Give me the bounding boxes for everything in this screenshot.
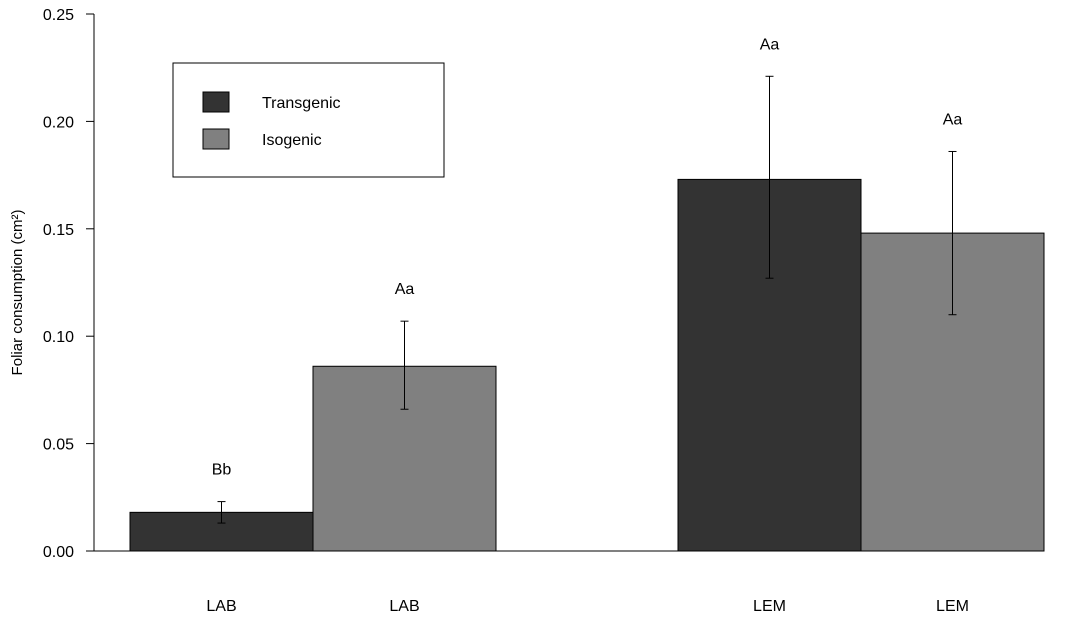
y-tick-label: 0.15 [43,222,74,239]
y-axis-title: Foliar consumption (cm²) [9,210,26,376]
y-tick-label: 0.20 [43,114,74,131]
x-tick-label: LAB [389,598,419,615]
y-tick-label: 0.10 [43,329,74,346]
significance-label: Bb [212,462,232,479]
error-bars [217,75,957,524]
significance-label: Aa [760,36,780,53]
x-tick-label: LEM [753,598,786,615]
x-tick-label: LEM [936,598,969,615]
x-tick-label: LAB [206,598,236,615]
legend-box [172,62,445,178]
legend-swatch-transgenic [202,91,230,113]
y-tick-label: 0.25 [43,7,74,24]
significance-labels: Bb Aa Aa Aa [212,36,963,478]
legend-label-isogenic: Isogenic [262,132,322,149]
legend: Transgenic Isogenic [172,62,445,178]
x-tick-labels: LAB LAB LEM LEM [206,598,969,615]
legend-swatch-isogenic [202,128,230,150]
legend-label-transgenic: Transgenic [262,95,341,112]
significance-label: Aa [395,281,415,298]
significance-label: Aa [943,111,963,128]
bars [129,178,1045,552]
y-tick-label: 0.05 [43,437,74,454]
y-tick-label: 0.00 [43,544,74,561]
